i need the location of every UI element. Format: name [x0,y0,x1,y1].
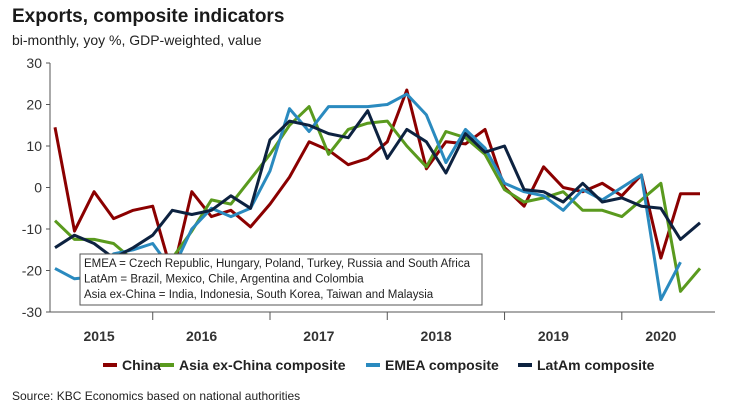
y-tick-label: -10 [22,221,42,237]
note-line: EMEA = Czech Republic, Hungary, Poland, … [84,258,471,270]
note-line: Asia ex-China = India, Indonesia, South … [84,289,434,301]
x-tick-label: 2015 [84,328,115,344]
x-tick-label: 2017 [303,328,334,344]
series-line-emea-composite [54,92,682,302]
y-tick-label: 0 [34,180,42,196]
x-tick-label: 2016 [186,328,217,344]
note-line: LatAm = Brazil, Mexico, Chile, Argentina… [84,274,364,286]
series-line-china [53,88,700,277]
chart-title: Exports, composite indicators [12,6,285,27]
legend-label: Asia ex-China composite [179,357,346,373]
x-tick-label: 2019 [538,328,569,344]
source-note: Source: KBC Economics based on national … [12,389,301,403]
y-tick-label: -30 [22,304,42,320]
chart-subtitle: bi-monthly, yoy %, GDP-weighted, value [12,32,262,48]
note-box-frame [79,253,483,306]
chart-note-box: EMEA = Czech Republic, Hungary, Poland, … [79,253,483,306]
legend-label: LatAm composite [537,357,655,373]
y-tick-label: 30 [26,55,42,71]
x-tick-label: 2018 [421,328,452,344]
legend-label: China [122,357,161,373]
y-tick-label: 20 [26,97,42,113]
series-line-latam-composite [54,109,701,260]
y-tick-label: 10 [26,138,42,154]
chart-legend: China Asia ex-China composite EMEA composi… [103,357,655,373]
x-tick-label: 2020 [645,328,676,344]
legend-label: EMEA composite [385,357,499,373]
y-tick-label: -20 [22,263,42,279]
chart-axes: -30 -20 -10 0 10 20 30 2015 2016 2017 2018 2019 2020 [22,55,715,344]
